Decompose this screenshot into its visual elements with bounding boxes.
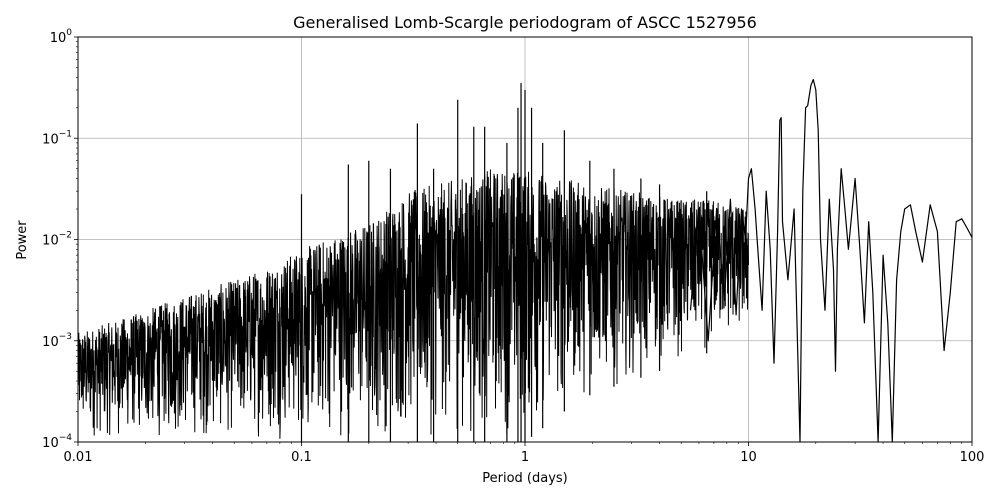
x-tick-label: 1 — [521, 450, 529, 465]
chart-title: Generalised Lomb-Scargle periodogram of … — [293, 13, 757, 32]
x-tick-label: 100 — [960, 450, 985, 465]
x-tick-label: 0.1 — [291, 450, 312, 465]
x-tick-label: 10 — [740, 450, 757, 465]
y-tick-label: 10−2 — [42, 231, 72, 249]
y-axis-title: Power — [15, 220, 30, 260]
periodogram-noise-line — [78, 169, 749, 439]
y-tick-label: 100 — [50, 28, 73, 46]
y-tick-label: 10−4 — [42, 433, 72, 451]
y-tick-label: 10−3 — [42, 332, 72, 350]
tick-labels: 0.01 0.1 1 10 100 10−4 10−3 10−2 10−1 100 — [42, 28, 984, 465]
ticks — [74, 36, 973, 446]
periodogram-tail-line — [689, 78, 972, 442]
data-layer — [78, 78, 972, 442]
x-tick-label: 0.01 — [64, 450, 93, 465]
y-tick-label: 10−1 — [42, 129, 72, 147]
x-axis-title: Period (days) — [482, 471, 568, 486]
